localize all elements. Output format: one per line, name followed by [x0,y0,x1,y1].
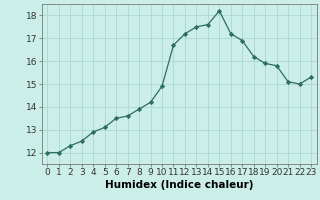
X-axis label: Humidex (Indice chaleur): Humidex (Indice chaleur) [105,180,253,190]
